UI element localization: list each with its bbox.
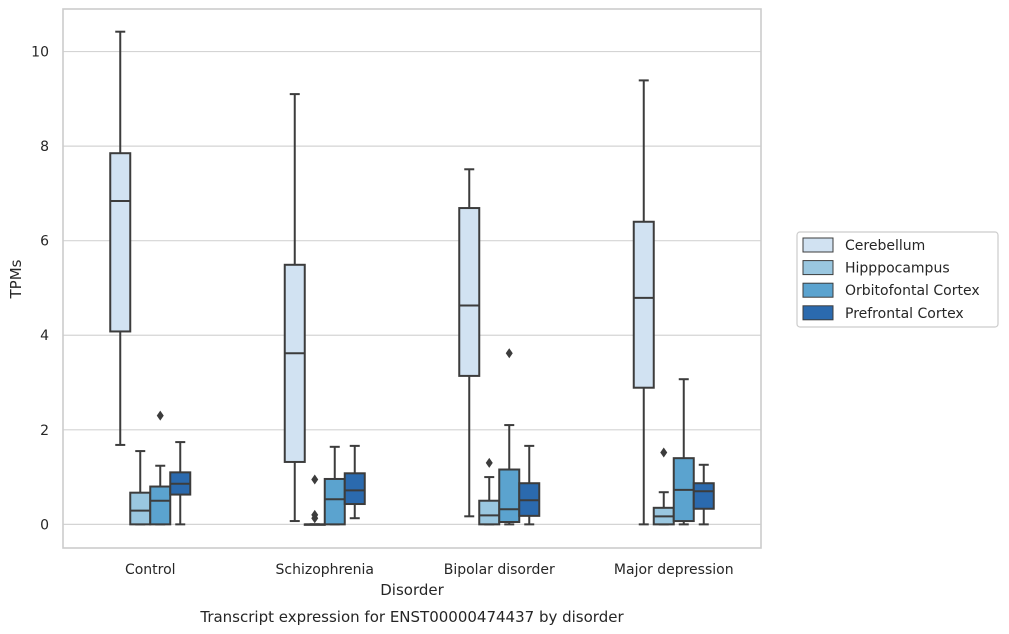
box-body: [498, 468, 521, 523]
box-orbitofontal-cortex: [149, 410, 172, 526]
box-orbitofontal-cortex: [323, 445, 346, 526]
box-body: [343, 472, 366, 506]
box-cerebellum: [109, 30, 132, 446]
box-prefrontal-cortex: [343, 444, 366, 520]
box-hipppocampus: [478, 457, 501, 526]
legend: Cerebellum Hipppocampus Orbitofontal Corte…: [796, 231, 999, 328]
box-body: [149, 485, 172, 526]
box-cerebellum: [458, 168, 481, 518]
legend-swatch: [802, 305, 834, 321]
figure-caption: Transcript expression for ENST0000047443…: [199, 608, 624, 626]
gridlines: [63, 50, 761, 525]
box-body: [323, 477, 346, 526]
x-axis-label: Disorder: [380, 581, 444, 599]
x-tick-label: Control: [125, 562, 176, 578]
box-orbitofontal-cortex: [498, 348, 521, 526]
box-prefrontal-cortex: [518, 444, 541, 526]
outlier-point: [660, 447, 668, 458]
y-tick-label: 0: [40, 517, 49, 533]
box-prefrontal-cortex: [692, 463, 715, 526]
y-tick-label: 6: [40, 234, 49, 250]
box-cerebellum: [632, 79, 655, 526]
box-orbitofontal-cortex: [672, 378, 695, 526]
box-hipppocampus: [303, 474, 326, 526]
outlier-point: [485, 457, 493, 468]
y-tick-label: 2: [40, 423, 49, 439]
y-axis-label: TPMs: [7, 259, 25, 299]
legend-frame: [796, 231, 999, 328]
plot-frame: [62, 8, 762, 549]
outlier-point: [311, 474, 319, 485]
legend-swatch: [802, 237, 834, 253]
legend-swatch: [802, 260, 834, 276]
box-body: [283, 263, 306, 463]
legend-entry: Prefrontal Cortex: [845, 306, 964, 322]
y-tick-labels: 0 2 4 6 8 10: [31, 45, 49, 534]
box-cerebellum: [283, 93, 306, 523]
legend-entry: Orbitofontal Cortex: [845, 283, 980, 299]
y-tick-label: 8: [40, 139, 49, 155]
legend-entry: Hipppocampus: [845, 261, 950, 277]
x-tick-label: Major depression: [614, 562, 734, 578]
outlier-point: [505, 348, 513, 359]
box-hipppocampus: [129, 450, 152, 526]
box-body: [109, 152, 132, 333]
legend-swatch: [802, 282, 834, 298]
box-body: [458, 207, 481, 377]
legend-entry: Cerebellum: [845, 238, 925, 254]
y-tick-label: 4: [40, 328, 49, 344]
box-hipppocampus: [652, 447, 675, 526]
box-prefrontal-cortex: [169, 441, 192, 526]
x-tick-label: Schizophrenia: [276, 562, 374, 578]
outlier-point: [311, 513, 319, 524]
x-tick-labels: Control Schizophrenia Bipolar disorder Majo…: [125, 562, 734, 578]
y-tick-label: 10: [31, 45, 49, 61]
outlier-point: [156, 410, 164, 421]
box-body: [692, 482, 715, 510]
x-tick-label: Bipolar disorder: [444, 562, 555, 578]
box-body: [632, 220, 655, 389]
box-body: [129, 491, 152, 526]
plot-boxes: [109, 30, 715, 526]
box-body: [478, 499, 501, 526]
